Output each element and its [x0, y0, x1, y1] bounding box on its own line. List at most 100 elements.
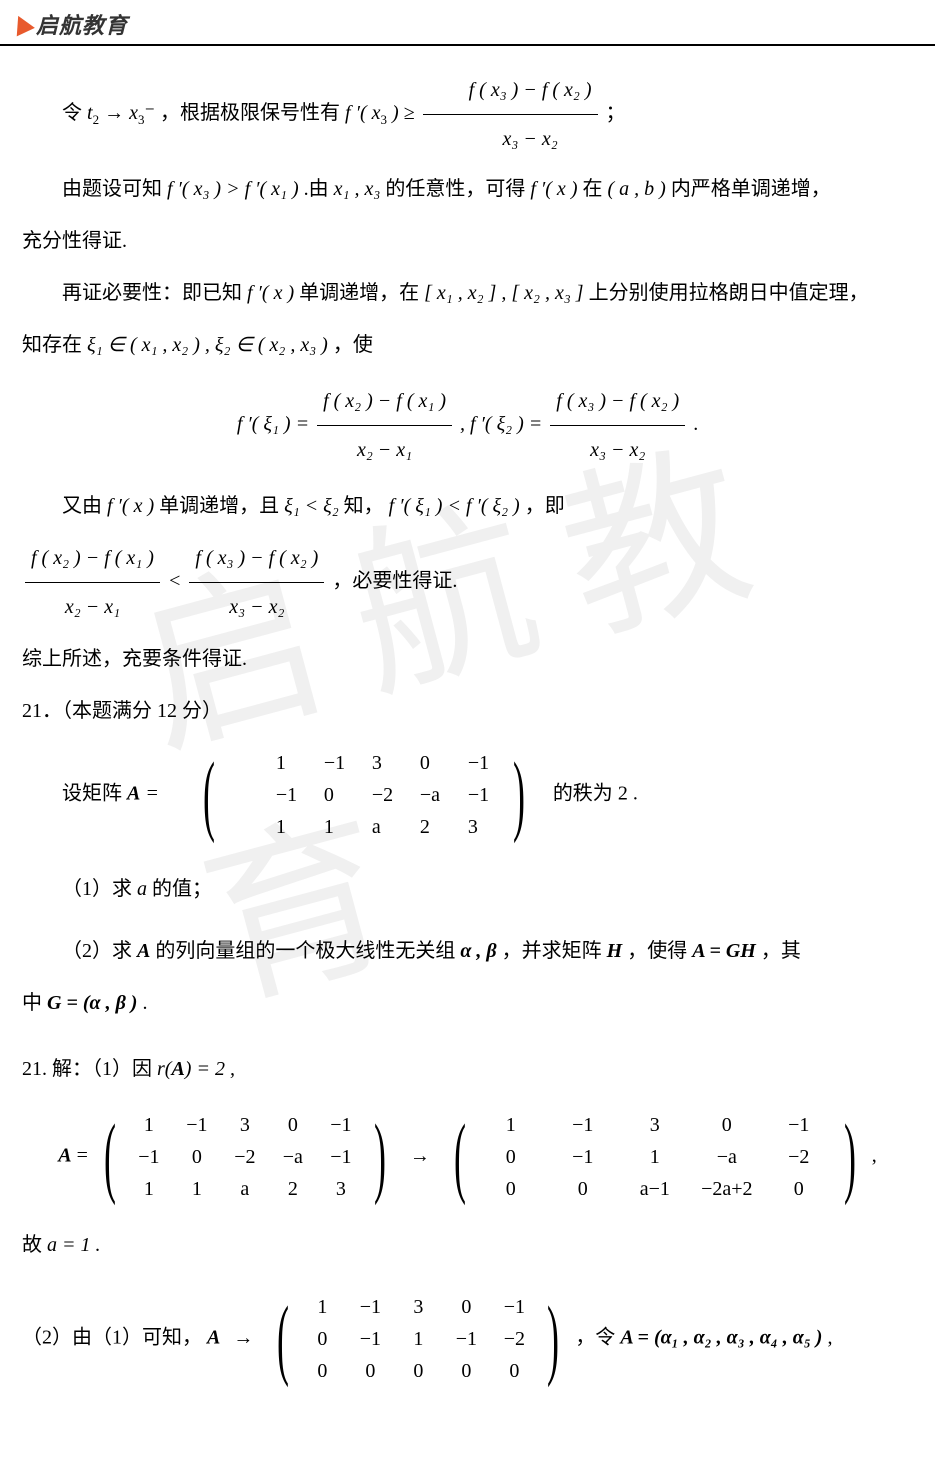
math-limit-expr: t2 → x3⁻: [87, 102, 155, 124]
para-exist-xi: 知存在 ξ₁ ∈ ( x₁ , x₂ ) , ξ₂ ∈ ( x₂ , x₃ ) …: [22, 323, 913, 367]
text: ，即: [525, 495, 565, 517]
math-fprime-x3: f ′( x3 ) ≥: [345, 102, 420, 124]
question-21-header: 21．（本题满分 12 分）: [22, 689, 913, 733]
fraction: f ( x₃ ) − f ( x₂ ) x₃ − x₂: [423, 68, 598, 161]
numerator: f ( x₂ ) − f ( x₁ ): [317, 379, 452, 426]
matrix-G-def: G = (α , β ): [47, 992, 137, 1014]
para-sufficiency-end: 充分性得证.: [22, 219, 913, 263]
math: f ′( x ): [247, 282, 294, 304]
matrix-2: ( 1−130−1−10−2−a−111a23 ): [95, 1109, 395, 1205]
numerator: f ( x₃ ) − f ( x₂ ): [550, 379, 685, 426]
math: ξ₁ < ξ₂: [284, 495, 339, 517]
arrow-icon: →: [233, 1327, 253, 1349]
logo-triangle-icon: [9, 12, 35, 37]
text: ，并求矩阵: [502, 940, 607, 962]
matrix-symbol-A: A: [207, 1327, 220, 1349]
text: 单调递增，在: [299, 282, 424, 304]
result-a-eq-1: a = 1 .: [47, 1234, 101, 1256]
text: ，必要性得证.: [332, 570, 457, 592]
question-21-part1: （1）求 a 的值；: [22, 867, 913, 911]
text: 知，: [344, 495, 384, 517]
text: 设矩阵: [62, 783, 127, 805]
matrix-4: ( 1−130−10−11−1−200000 ): [268, 1291, 568, 1387]
question-21-part2: （2）求 A 的列向量组的一个极大线性无关组 α , β ，并求矩阵 H ，使得…: [22, 929, 913, 973]
text: .: [142, 992, 147, 1014]
separator: ,: [460, 413, 470, 435]
denominator: x₃ − x₂: [189, 583, 324, 629]
fraction: f ( x₃ ) − f ( x₂ ) x₃ − x₂: [550, 379, 685, 472]
matrix-1: ( 1−130−1−10−2−a−111a23 ): [166, 747, 546, 843]
text: 中: [22, 992, 47, 1014]
para-mono: 又由 f ′( x ) 单调递增，且 ξ₁ < ξ₂ 知， f ′( ξ₁ ) …: [22, 484, 913, 528]
solution-a-value: 故 a = 1 .: [22, 1223, 913, 1267]
solution-21-1: 21. 解：（1）因 r(A) = 2 ,: [22, 1047, 913, 1091]
text: ，其: [761, 940, 801, 962]
numerator: f ( x₂ ) − f ( x₁ ): [25, 536, 160, 583]
text: ，使得: [627, 940, 692, 962]
numerator: f ( x₃ ) − f ( x₂ ): [189, 536, 324, 583]
matrix-symbol-A: A: [137, 940, 150, 962]
text: 的列向量组的一个极大线性无关组: [155, 940, 460, 962]
rank-value: 2: [618, 783, 628, 805]
fraction: f ( x₂ ) − f ( x₁ ) x₂ − x₁: [25, 536, 160, 629]
math: f ′( x₃ ) > f ′( x₁ ): [167, 178, 299, 200]
fraction: f ( x₂ ) − f ( x₁ ) x₂ − x₁: [317, 379, 452, 472]
matrix-body: 1−130−1−10−2−a−111a23: [125, 1109, 365, 1205]
equation-A-GH: A = GH: [692, 940, 756, 962]
period: .: [693, 413, 698, 435]
formula-mvt: f ′( ξ₁ ) = f ( x₂ ) − f ( x₁ ) x₂ − x₁ …: [22, 379, 913, 472]
text: 的任意性，可得: [385, 178, 530, 200]
text: ,: [827, 1327, 832, 1349]
question-21-part2b: 中 G = (α , β ) .: [22, 981, 913, 1025]
text: 单调递增，且: [159, 495, 284, 517]
text: ，使: [333, 334, 373, 356]
text: 又由: [62, 495, 107, 517]
denominator: x₂ − x₁: [25, 583, 160, 629]
text: .由: [304, 178, 334, 200]
text: ；: [606, 102, 626, 124]
comma: ,: [872, 1145, 877, 1167]
text: 故: [22, 1234, 47, 1256]
numerator: f ( x₃ ) − f ( x₂ ): [423, 68, 598, 115]
matrix-symbol-H: H: [607, 940, 623, 962]
matrix-A-columns: A = (α₁ , α₂ , α₃ , α₄ , α₅ ): [620, 1327, 822, 1349]
arrow-icon: →: [410, 1145, 430, 1167]
matrix-body: 1−130−10−11−a−200a−1−2a+20: [475, 1109, 835, 1205]
text: 再证必要性：即已知: [62, 282, 247, 304]
math: f ′( x ): [530, 178, 577, 200]
text: 上分别使用拉格朗日中值定理，: [589, 282, 869, 304]
matrix-3: ( 1−130−10−11−a−200a−1−2a+20 ): [445, 1109, 865, 1205]
matrix-body: 1−130−1−10−2−a−111a23: [236, 747, 476, 843]
text: 知存在: [22, 334, 87, 356]
period: .: [633, 783, 638, 805]
page-header: 启航教育: [0, 0, 935, 46]
para-conclusion: 综上所述，充要条件得证.: [22, 637, 913, 681]
solution-matrix-reduction: A = ( 1−130−1−10−2−a−111a23 ) → ( 1−130−…: [22, 1103, 913, 1211]
denominator: x₂ − x₁: [317, 426, 452, 472]
text: 令: [62, 102, 87, 124]
matrix-body: 1−130−10−11−1−200000: [298, 1291, 538, 1387]
text: 在: [582, 178, 607, 200]
math: f ′( ξ₁ ) =: [237, 413, 309, 435]
document-body: 令 t2 → x3⁻ ，根据极限保号性有 f ′( x3 ) ≥ f ( x₃ …: [0, 46, 935, 1431]
math: ( a , b ): [607, 178, 665, 200]
text: （2）求: [62, 940, 137, 962]
equals: =: [145, 783, 164, 805]
math: f ′( ξ₁ ) < f ′( ξ₂ ): [389, 495, 520, 517]
formula-inequality: f ( x₂ ) − f ( x₁ ) x₂ − x₁ < f ( x₃ ) −…: [22, 536, 913, 629]
var-a: a: [137, 878, 147, 900]
text: （1）求: [62, 878, 137, 900]
math: f ′( ξ₂ ) =: [470, 413, 542, 435]
text: 21. 解：（1）因: [22, 1058, 157, 1080]
text: （2）由（1）可知，: [22, 1327, 202, 1349]
para-limit: 令 t2 → x3⁻ ，根据极限保号性有 f ′( x3 ) ≥ f ( x₃ …: [22, 68, 913, 161]
text: 内严格单调递增，: [671, 178, 831, 200]
para-necessity-intro: 再证必要性：即已知 f ′( x ) 单调递增，在 [ x₁ , x₂ ] , …: [22, 271, 913, 315]
matrix-symbol-A: A: [127, 783, 140, 805]
text: ，根据极限保号性有: [160, 102, 345, 124]
matrix-symbol-A: A: [58, 1145, 71, 1167]
text: 的值；: [152, 878, 212, 900]
question-21-matrix: 设矩阵 A = ( 1−130−1−10−2−a−111a23 ) 的秩为 2 …: [22, 741, 913, 849]
denominator: x₃ − x₂: [550, 426, 685, 472]
less-than: <: [168, 570, 182, 592]
